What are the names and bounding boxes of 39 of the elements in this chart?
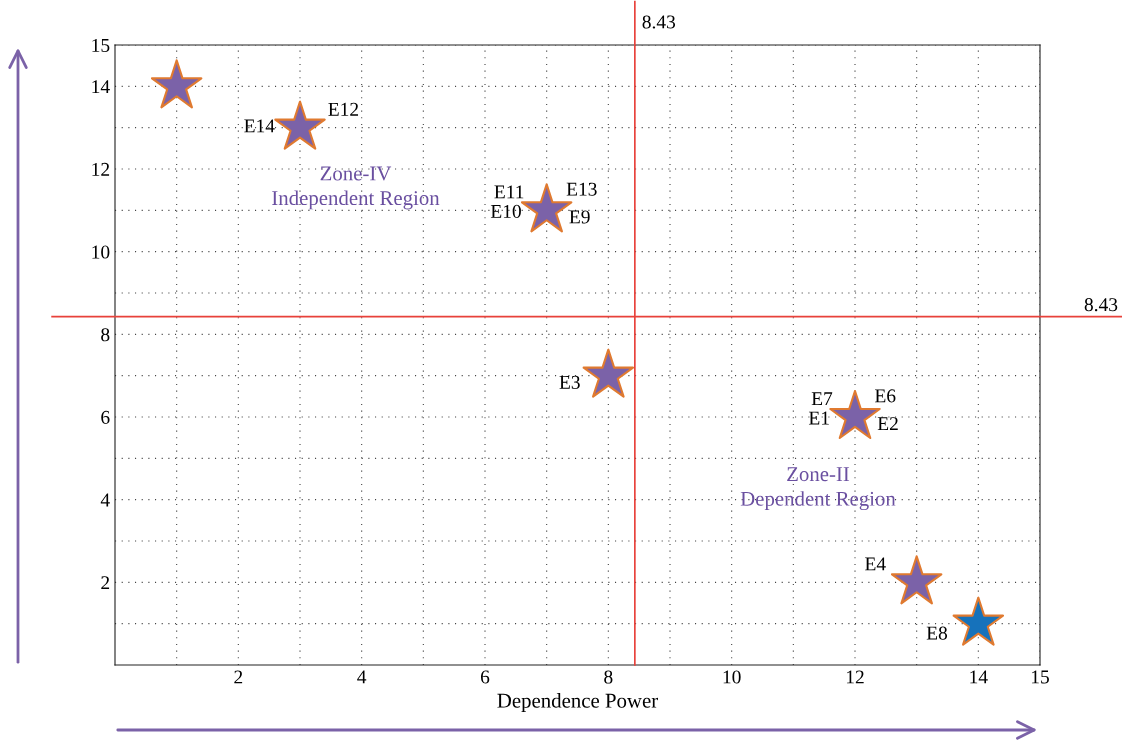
y-tick-label: 8 bbox=[101, 328, 110, 342]
annotation: E8 bbox=[926, 626, 948, 640]
y-tick-label: 12 bbox=[92, 162, 110, 176]
annotation: E1 bbox=[808, 411, 829, 425]
annotation: E7 bbox=[811, 392, 833, 406]
x-tick-label: 6 bbox=[480, 670, 490, 684]
y-tick-label: 4 bbox=[100, 493, 110, 507]
annotation: Zone-II Dependent Region bbox=[740, 467, 896, 511]
point bbox=[274, 100, 326, 150]
annotation: E2 bbox=[877, 417, 898, 431]
y-tick-label: 14 bbox=[92, 80, 110, 94]
y-tick-label: 10 bbox=[92, 245, 110, 259]
x-tick-label: 10 bbox=[723, 670, 741, 684]
annotation: E13 bbox=[566, 182, 597, 196]
annotation: E11 bbox=[494, 185, 524, 199]
point bbox=[582, 348, 635, 398]
y-tick-label: 2 bbox=[101, 576, 110, 590]
point bbox=[890, 555, 943, 605]
x-tick-label: 14 bbox=[970, 670, 988, 684]
x-tick-label: 2 bbox=[234, 670, 243, 684]
point bbox=[952, 596, 1005, 646]
annotation: E3 bbox=[559, 375, 580, 389]
ref-line-label: 8.43 bbox=[1084, 298, 1118, 312]
ref-line-label: 8.43 bbox=[642, 15, 676, 29]
x-axis-title: Dependence Power bbox=[497, 693, 659, 712]
x-tick-label: 12 bbox=[846, 670, 864, 684]
x-tick-label: 4 bbox=[357, 670, 367, 684]
annotation: E14 bbox=[244, 119, 275, 133]
x-tick-label: 15 bbox=[1031, 670, 1049, 684]
annotation: E12 bbox=[328, 102, 359, 116]
annotation: Zone-IV Independent Region bbox=[272, 166, 440, 210]
annotation: E6 bbox=[875, 389, 896, 403]
x-tick-label: 8 bbox=[604, 670, 613, 684]
annotation: E10 bbox=[490, 204, 521, 218]
y-tick-label: 6 bbox=[101, 410, 110, 424]
annotation: E9 bbox=[569, 210, 590, 224]
annotation: E4 bbox=[865, 557, 886, 571]
point bbox=[150, 59, 203, 109]
y-tick-label: 15 bbox=[92, 38, 110, 52]
